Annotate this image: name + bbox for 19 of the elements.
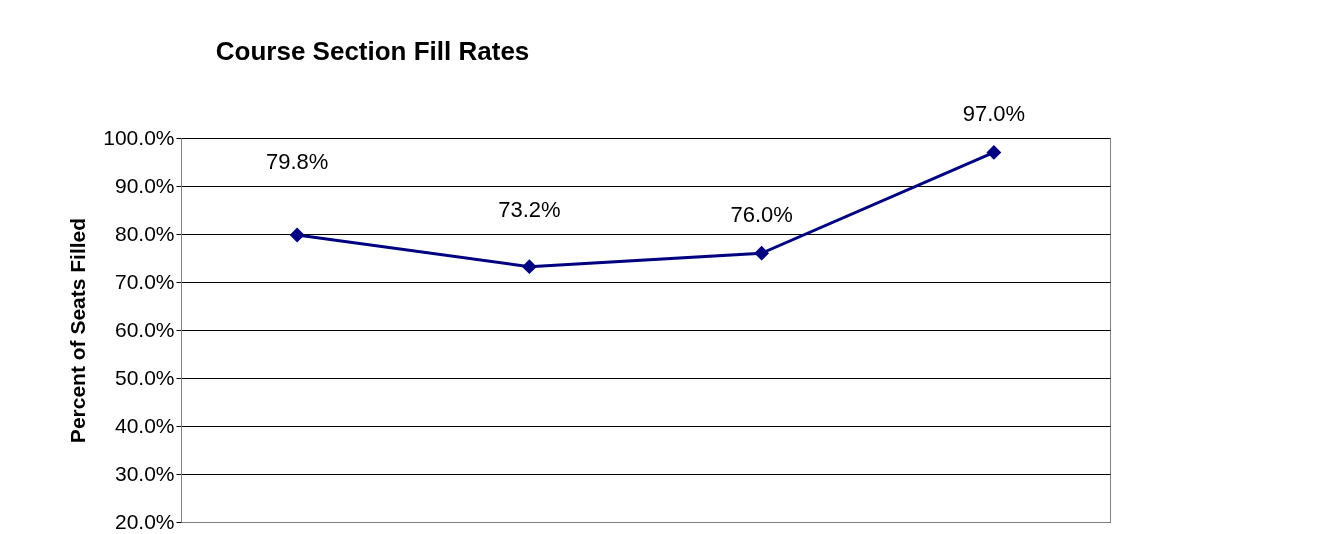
- point: [289, 227, 305, 243]
- data-label: 73.2%: [498, 197, 561, 222]
- data-label: 76.0%: [730, 202, 793, 228]
- point: [986, 144, 1002, 160]
- point: [521, 259, 537, 275]
- y-tick-label: 50.0%: [114, 365, 175, 389]
- chart-title: Course Section Fill Rates: [215, 36, 530, 67]
- data-label: 97.0%: [962, 101, 1026, 127]
- y-tick-label: 80.0%: [114, 221, 175, 245]
- y-tick-label: 40.0%: [114, 413, 175, 437]
- point: [754, 245, 770, 261]
- y-tick-label: 60.0%: [114, 317, 175, 341]
- y-tick-label: 90.0%: [114, 173, 175, 197]
- y-tick-label: 70.0%: [114, 269, 175, 293]
- y-tick-label: 20.0%: [114, 509, 175, 533]
- y-tick-label: 100.0%: [103, 125, 175, 149]
- y-axis-title: Percent of Seats Filled: [66, 217, 90, 444]
- y-tick-label: 30.0%: [114, 461, 175, 485]
- data-label: 79.8%: [265, 149, 329, 174]
